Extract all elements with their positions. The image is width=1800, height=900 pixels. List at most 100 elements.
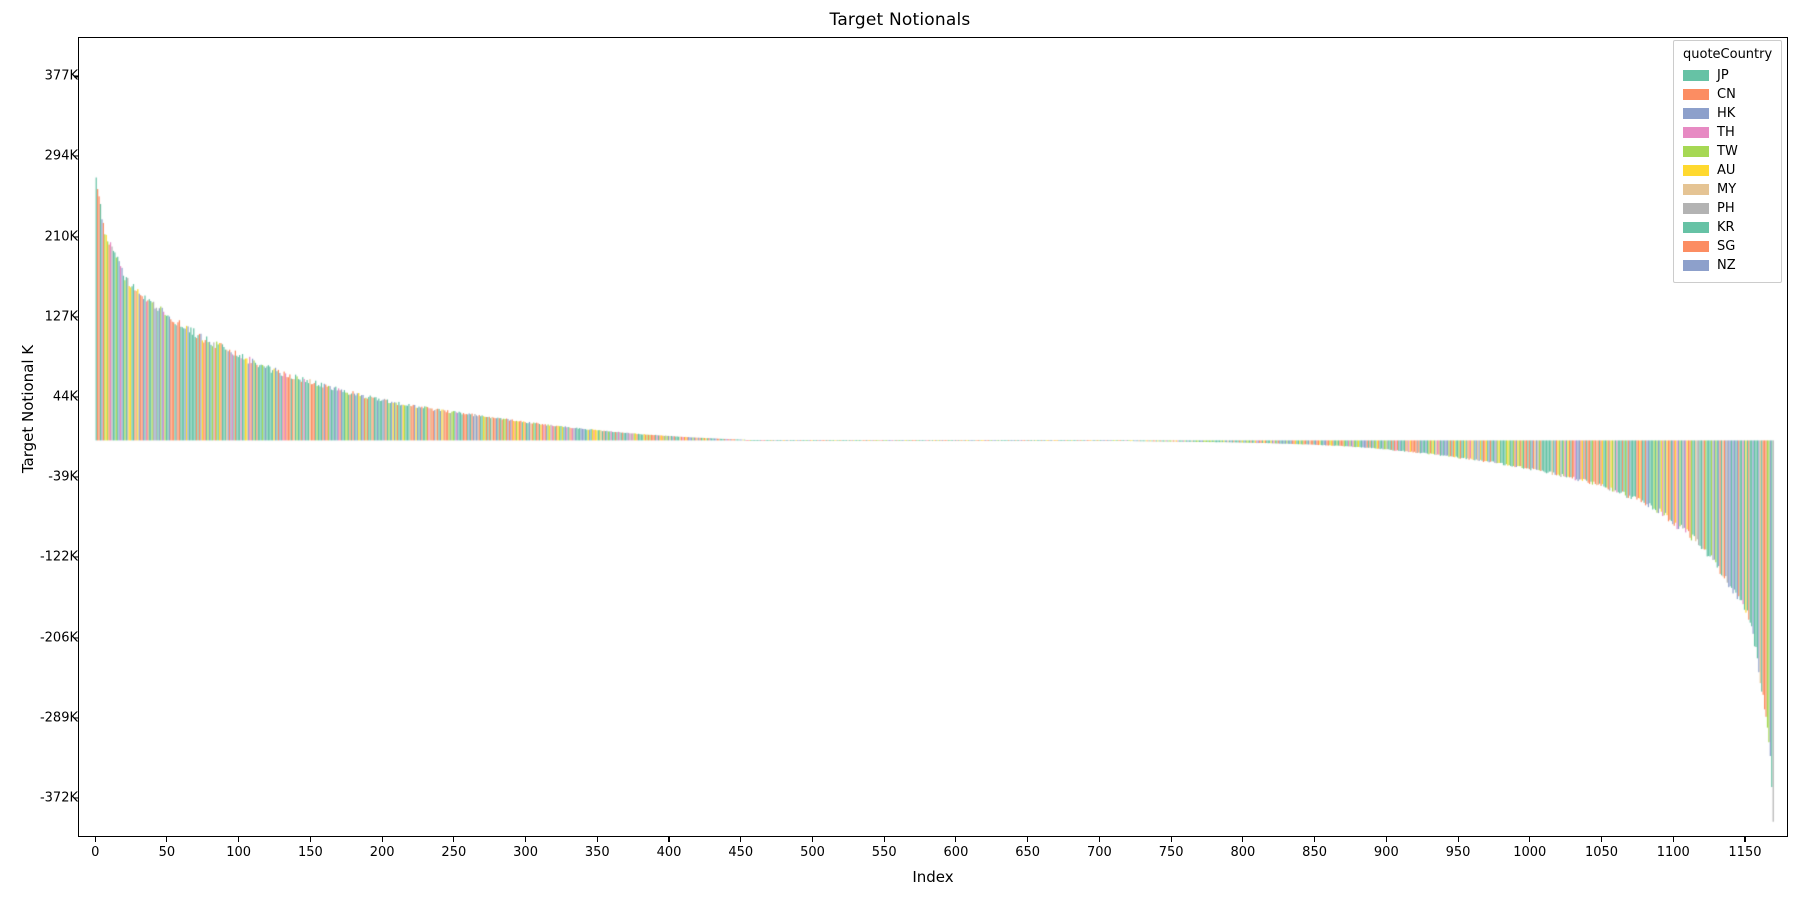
y-tick-mark: [73, 155, 78, 157]
x-axis-label: Index: [912, 868, 954, 886]
y-tick-label: 44K: [52, 389, 78, 405]
legend-swatch-au: [1683, 165, 1709, 176]
x-tick-label: 600: [943, 845, 969, 860]
x-tick-label: 350: [584, 845, 610, 860]
x-tick-mark: [1600, 837, 1603, 842]
legend-swatch-cn: [1683, 89, 1709, 100]
x-tick-mark: [166, 837, 168, 842]
legend-label: MY: [1717, 182, 1737, 197]
y-tick-label: 377K: [44, 68, 78, 84]
y-tick-label: -372K: [39, 790, 78, 806]
x-tick-label: 0: [91, 845, 100, 860]
legend-label: HK: [1717, 106, 1736, 121]
x-tick-label: 100: [226, 845, 252, 860]
x-tick-mark: [1027, 837, 1029, 842]
legend-swatch-kr: [1683, 222, 1709, 233]
x-tick-mark: [1314, 837, 1316, 842]
legend-item[interactable]: MY: [1683, 180, 1772, 199]
legend-item[interactable]: TW: [1683, 142, 1772, 161]
legend-item[interactable]: JP: [1683, 66, 1772, 85]
x-tick-mark: [309, 837, 311, 842]
legend-label: JP: [1717, 68, 1729, 83]
legend-items: JP CN HK TH TW AU MY PH KR SG NZ: [1683, 66, 1772, 275]
y-tick-mark: [73, 236, 78, 238]
x-tick-mark: [955, 837, 957, 842]
legend-swatch-nz: [1683, 260, 1709, 271]
legend-swatch-my: [1683, 184, 1709, 195]
x-tick-mark: [740, 837, 742, 842]
legend-swatch-jp: [1683, 70, 1709, 81]
x-tick-mark: [1098, 837, 1100, 842]
x-tick-mark: [1457, 837, 1459, 842]
y-tick-label: -122K: [39, 549, 78, 565]
legend-swatch-tw: [1683, 146, 1709, 157]
legend-label: TH: [1717, 125, 1735, 140]
x-tick-mark: [596, 837, 598, 842]
x-tick-label: 450: [728, 845, 754, 860]
legend-swatch-ph: [1683, 203, 1709, 214]
y-tick-mark: [73, 637, 78, 639]
x-tick-label: 1050: [1584, 845, 1619, 860]
y-tick-label: -206K: [39, 630, 78, 646]
x-tick-mark: [381, 837, 383, 842]
legend-swatch-hk: [1683, 108, 1709, 119]
x-tick-label: 650: [1015, 845, 1041, 860]
legend-swatch-sg: [1683, 241, 1709, 252]
x-tick-mark: [1170, 837, 1172, 842]
x-tick-label: 900: [1373, 845, 1399, 860]
legend-item[interactable]: TH: [1683, 123, 1772, 142]
x-tick-label: 1100: [1656, 845, 1690, 860]
legend-label: KR: [1717, 220, 1735, 235]
y-tick-mark: [73, 396, 78, 398]
x-tick-mark: [811, 837, 814, 842]
legend-item[interactable]: KR: [1683, 218, 1772, 237]
x-tick-label: 1000: [1513, 845, 1547, 860]
x-tick-label: 300: [513, 845, 538, 860]
x-tick-mark: [238, 837, 240, 842]
x-tick-label: 500: [800, 845, 825, 860]
legend-label: TW: [1717, 144, 1738, 159]
y-tick-label: -289K: [39, 710, 78, 726]
x-tick-mark: [1385, 837, 1387, 842]
legend[interactable]: quoteCountry JP CN HK TH TW AU MY PH KR SG NZ: [1673, 40, 1783, 283]
x-tick-label: 550: [871, 845, 897, 860]
y-tick-mark: [73, 476, 78, 478]
legend-item[interactable]: NZ: [1683, 256, 1772, 275]
x-tick-label: 950: [1445, 845, 1471, 860]
y-axis-label: Target Notional K: [19, 344, 37, 474]
legend-label: NZ: [1717, 258, 1736, 273]
plot-area: [78, 37, 1788, 837]
x-tick-mark: [1672, 837, 1674, 842]
y-tick-label: 127K: [44, 309, 78, 325]
x-tick-mark: [668, 837, 670, 842]
x-tick-label: 850: [1302, 845, 1328, 860]
legend-item[interactable]: CN: [1683, 85, 1772, 104]
y-tick-mark: [73, 316, 78, 318]
y-tick-label: -39K: [48, 469, 78, 485]
y-tick-mark: [73, 796, 78, 799]
x-tick-label: 250: [441, 845, 467, 860]
x-tick-label: 200: [369, 845, 395, 860]
x-tick-mark: [94, 837, 96, 842]
legend-label: PH: [1717, 201, 1735, 216]
legend-item[interactable]: HK: [1683, 104, 1772, 123]
x-tick-label: 1150: [1728, 845, 1762, 860]
x-tick-label: 150: [297, 845, 323, 860]
x-tick-mark: [883, 837, 885, 842]
chart-title: Target Notionals: [829, 10, 971, 30]
x-tick-mark: [1529, 837, 1531, 842]
y-tick-mark: [73, 717, 78, 719]
legend-label: CN: [1717, 87, 1736, 102]
legend-title: quoteCountry: [1683, 47, 1773, 62]
y-tick-label: 294K: [44, 148, 78, 164]
legend-swatch-th: [1683, 127, 1709, 138]
legend-label: AU: [1717, 163, 1736, 178]
legend-label: SG: [1717, 239, 1736, 254]
legend-item[interactable]: SG: [1683, 237, 1772, 256]
x-tick-mark: [1744, 837, 1746, 842]
legend-item[interactable]: PH: [1683, 199, 1772, 218]
x-tick-label: 750: [1158, 845, 1184, 860]
legend-item[interactable]: AU: [1683, 161, 1772, 180]
x-tick-label: 400: [656, 845, 682, 860]
